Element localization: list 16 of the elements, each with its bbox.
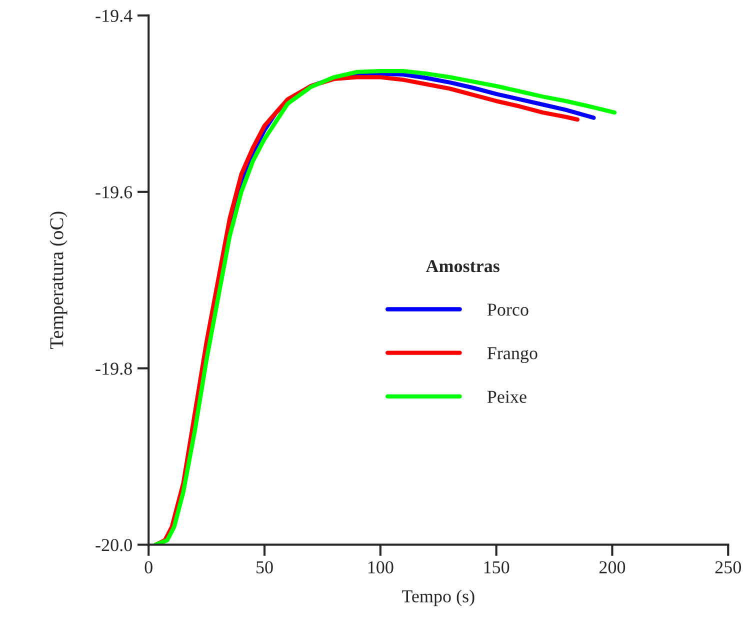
y-tick-label: -19.4 bbox=[96, 10, 132, 22]
x-tick-label: 250 bbox=[715, 561, 741, 574]
x-tick-label: 150 bbox=[484, 561, 510, 574]
legend-label: Porco bbox=[487, 304, 528, 316]
legend-title: Amostras bbox=[426, 260, 500, 272]
legend-label: Peixe bbox=[487, 390, 526, 403]
y-tick-label: -19.6 bbox=[96, 186, 132, 198]
y-axis-title: Temperatura (oC) bbox=[50, 212, 68, 349]
y-tick-label: -19.8 bbox=[96, 362, 132, 375]
x-tick-label: 0 bbox=[144, 561, 152, 574]
y-tick-label: -20.0 bbox=[96, 538, 132, 552]
x-tick-label: 50 bbox=[256, 561, 273, 574]
x-tick-label: 200 bbox=[599, 561, 626, 574]
x-axis-title: Tempo (s) bbox=[402, 590, 474, 606]
x-tick-label: 100 bbox=[368, 561, 394, 574]
legend-label: Frango bbox=[487, 347, 538, 364]
